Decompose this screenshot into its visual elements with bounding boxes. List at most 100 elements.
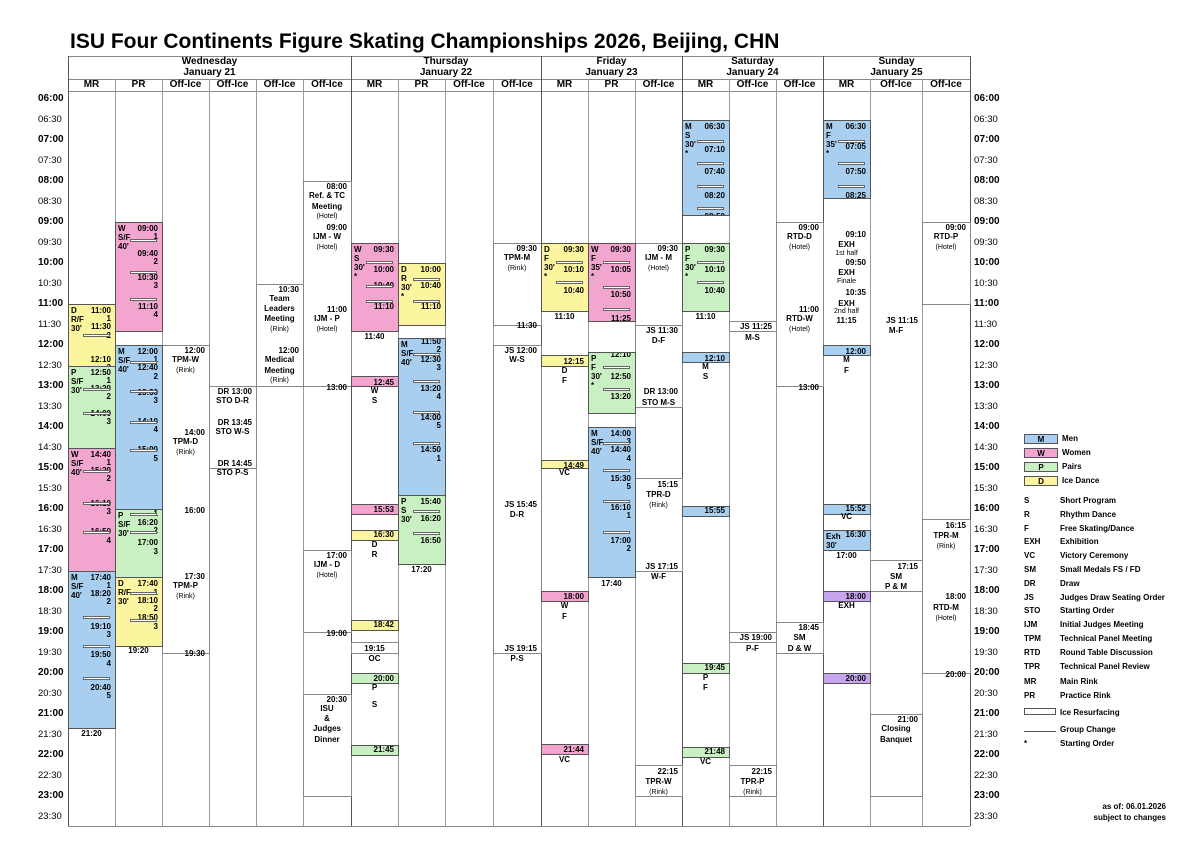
session-block: 21:48 — [682, 746, 730, 759]
meeting-box — [776, 222, 824, 387]
legend-abbr-value: Free Skating/Dance — [1060, 523, 1135, 533]
session-label: P — [401, 497, 407, 507]
schedule-label: VC — [558, 468, 571, 477]
session-time: 09:00 — [137, 224, 158, 233]
session-label: 30' — [685, 139, 696, 149]
session-block: 12:15 — [541, 355, 589, 367]
as-of-date: as of: 06.01.2026 — [1102, 802, 1166, 811]
legend-group-change: Group Change — [1060, 725, 1116, 734]
ice-resurfacing-bar — [603, 469, 630, 472]
meeting-box — [922, 222, 971, 305]
ice-resurfacing-bar — [130, 270, 157, 274]
time-label-left: 11:30 — [38, 318, 62, 330]
schedule-label: 11:30 — [516, 321, 537, 331]
ice-resurfacing-bar — [130, 591, 157, 595]
schedule-label: VC — [699, 757, 712, 767]
session-label: S/F — [71, 581, 84, 591]
legend-abbr-key: F — [1024, 523, 1029, 533]
session-time: 10:40 — [704, 285, 725, 295]
session-label: 30' — [685, 262, 696, 272]
legend-abbr-value: Round Table Discussion — [1060, 647, 1153, 657]
time-label-left: 08:00 — [38, 175, 64, 186]
time-label-right: 22:30 — [974, 769, 998, 781]
ice-resurfacing-bar — [603, 285, 630, 289]
session-block: PS/F30'15:50116:20217:003 — [115, 509, 163, 579]
time-label-left: 12:30 — [38, 359, 62, 371]
schedule-label: 1st half — [835, 250, 858, 258]
session-block: 20:00 — [823, 673, 871, 685]
session-time: 10:40 — [563, 285, 584, 295]
ice-resurfacing-bar — [83, 501, 110, 505]
day-date: January 22 — [419, 67, 473, 78]
schedule-label: (Rink) — [507, 264, 527, 272]
time-label-left: 20:30 — [38, 687, 62, 699]
schedule-label: JS 11:15 — [885, 315, 918, 325]
grid-top-border — [68, 56, 970, 57]
schedule-label: TPR-M — [933, 530, 959, 540]
time-label-left: 10:30 — [38, 277, 62, 289]
session-time: 07:10 — [704, 145, 725, 155]
schedule-label: (Rink) — [270, 377, 289, 385]
session-time: 3 — [106, 506, 111, 516]
time-label-left: 12:00 — [38, 339, 64, 350]
column-header: Off-Ice — [216, 79, 249, 90]
session-label: 30' — [71, 385, 82, 395]
time-label-left: 21:30 — [38, 728, 62, 740]
session-time: 12:00 — [137, 347, 158, 356]
session-block: M F 35' * 06:30 07:05 07:50 08:25 — [823, 119, 871, 200]
session-time: 18:00 — [845, 591, 866, 601]
schedule-label: 11:00 — [798, 305, 819, 315]
time-label-right: 19:00 — [974, 626, 1000, 637]
column-header: Off-Ice — [642, 79, 675, 90]
session-time: 4 — [106, 535, 111, 545]
schedule-label: JS 19:15 — [504, 643, 537, 653]
schedule-label: 18:45 — [798, 623, 819, 633]
column-header: MR — [83, 79, 100, 90]
session-time: 12:30 — [420, 355, 441, 365]
session-time: 12:40 — [137, 363, 158, 373]
schedule-label: VC — [840, 512, 853, 522]
session-time: 18:10 — [137, 595, 158, 605]
schedule-label: 13:00 — [798, 382, 819, 392]
time-label-left: 06:30 — [38, 113, 62, 125]
schedule-label: DR 13:00 — [643, 387, 678, 397]
session-time: 3 — [107, 363, 111, 365]
schedule-label: STO P-S — [216, 468, 249, 477]
session-time: 1 — [106, 580, 111, 590]
column-header: Off-Ice — [263, 79, 296, 90]
meeting-box — [922, 519, 971, 674]
time-label-right: 13:30 — [974, 400, 998, 412]
session-time: 5 — [436, 420, 441, 430]
session-block: D F 30' * 09:30 10:10 10:40 — [541, 242, 589, 312]
session-time: 14:00 — [610, 429, 631, 438]
session-block: 15:52 — [823, 503, 871, 515]
session-time: 12:50 — [610, 371, 631, 381]
schedule-label: 17:15 — [897, 561, 918, 571]
session-time: 07:05 — [845, 142, 866, 151]
schedule-label: W-S — [509, 355, 525, 365]
schedule-label: 08:00 — [326, 182, 347, 192]
ice-resurfacing-bar — [130, 390, 157, 394]
session-label: * — [544, 271, 548, 281]
session-label: D — [71, 306, 77, 315]
session-time: 11:25 — [610, 314, 631, 323]
legend-abbr-value: Starting Order — [1060, 606, 1115, 616]
schedule-label: (Rink) — [176, 449, 195, 457]
ice-resurfacing-bar — [366, 260, 393, 264]
time-label-left: 16:30 — [38, 523, 62, 535]
legend-abbr-value: Victory Ceremony — [1060, 551, 1129, 561]
schedule-label: (Hotel) — [788, 244, 810, 252]
schedule-label: Meeting — [264, 314, 295, 324]
ice-resurfacing-bar — [603, 388, 630, 392]
session-label: D — [401, 265, 407, 274]
time-label-right: 11:30 — [974, 318, 998, 330]
ice-resurfacing-bar — [697, 281, 724, 285]
schedule-label: ISU — [320, 703, 334, 713]
session-time: 08:25 — [845, 191, 866, 200]
ice-resurfacing-bar — [838, 161, 865, 165]
schedule-label: S — [702, 372, 709, 382]
schedule-label: 19:00 — [326, 628, 347, 638]
legend-abbr-key: STO — [1024, 606, 1041, 616]
column-header: PR — [604, 79, 619, 90]
schedule-label: (Rink) — [936, 542, 956, 550]
